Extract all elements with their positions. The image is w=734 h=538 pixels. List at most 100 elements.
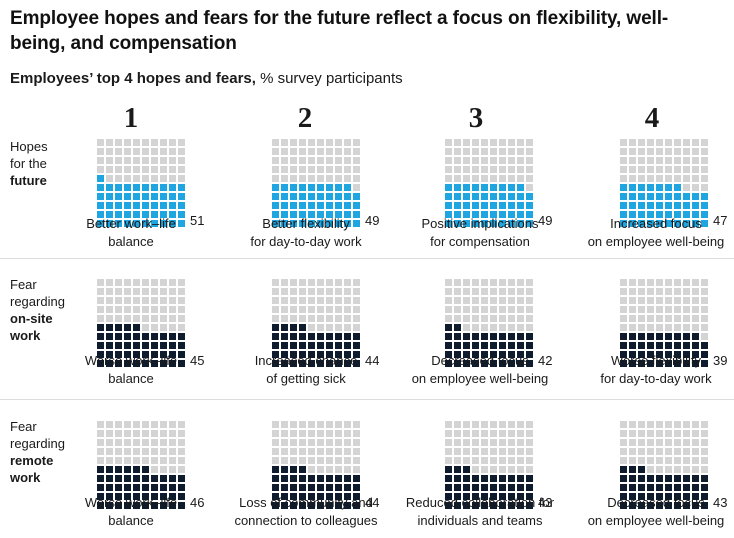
waffle-cell-empty bbox=[683, 306, 690, 313]
waffle-cell-filled bbox=[353, 342, 360, 349]
row-label-line: Fear bbox=[10, 277, 37, 292]
waffle-cell-empty bbox=[353, 279, 360, 286]
waffle-cell-filled bbox=[472, 202, 479, 209]
item-caption: Reduced collaboration for individuals and… bbox=[395, 494, 565, 530]
waffle-cell-empty bbox=[178, 157, 185, 164]
waffle-cell-empty bbox=[499, 457, 506, 464]
waffle-cell-filled bbox=[481, 333, 488, 340]
waffle-cell-empty bbox=[674, 430, 681, 437]
waffle-cell-filled bbox=[178, 202, 185, 209]
waffle-cell-filled bbox=[701, 475, 708, 482]
waffle-cell-empty bbox=[272, 315, 279, 322]
waffle-cell-empty bbox=[115, 315, 122, 322]
waffle-cell-empty bbox=[481, 466, 488, 473]
waffle-cell-filled bbox=[124, 324, 131, 331]
waffle-cell-filled bbox=[353, 475, 360, 482]
waffle-cell-filled bbox=[508, 493, 515, 500]
waffle-cell-empty bbox=[353, 157, 360, 164]
waffle-cell-empty bbox=[97, 421, 104, 428]
item-caption-line: for day-to-day work bbox=[250, 234, 362, 249]
waffle-cell-filled bbox=[629, 351, 636, 358]
waffle-cell-empty bbox=[299, 421, 306, 428]
waffle-cell-filled bbox=[169, 184, 176, 191]
waffle-cell-filled bbox=[692, 502, 699, 509]
waffle-cell-empty bbox=[665, 430, 672, 437]
waffle-cell-filled bbox=[683, 202, 690, 209]
waffle-cell-empty bbox=[344, 466, 351, 473]
waffle-cell-filled bbox=[638, 484, 645, 491]
waffle-cell-filled bbox=[281, 184, 288, 191]
waffle-cell-empty bbox=[97, 439, 104, 446]
waffle-cell-empty bbox=[472, 279, 479, 286]
waffle-cell-empty bbox=[160, 157, 167, 164]
row-label-bold: work bbox=[10, 470, 41, 485]
waffle-cell-empty bbox=[620, 279, 627, 286]
waffle-cell-empty bbox=[326, 324, 333, 331]
waffle-cell-empty bbox=[308, 279, 315, 286]
waffle-cell-empty bbox=[638, 448, 645, 455]
waffle-cell-empty bbox=[629, 448, 636, 455]
waffle-cell-filled bbox=[638, 342, 645, 349]
waffle-cell-empty bbox=[272, 166, 279, 173]
waffle-cell-empty bbox=[115, 139, 122, 146]
waffle-cell-empty bbox=[490, 457, 497, 464]
waffle-cell-empty bbox=[454, 297, 461, 304]
waffle-cell-empty bbox=[692, 166, 699, 173]
row-label-bold: remote bbox=[10, 453, 54, 468]
waffle-cell-empty bbox=[472, 324, 479, 331]
waffle-cell-filled bbox=[151, 493, 158, 500]
waffle-cell-filled bbox=[299, 202, 306, 209]
waffle-cell-filled bbox=[629, 220, 636, 227]
waffle-cell-empty bbox=[317, 279, 324, 286]
waffle-cell-filled bbox=[272, 184, 279, 191]
waffle-cell-empty bbox=[133, 457, 140, 464]
waffle-cell-filled bbox=[344, 484, 351, 491]
waffle-cell-empty bbox=[169, 421, 176, 428]
waffle-cell-empty bbox=[151, 448, 158, 455]
item-caption: Better flexibility for day-to-day work bbox=[221, 215, 391, 251]
waffle-cell-empty bbox=[160, 175, 167, 182]
waffle-cell-empty bbox=[692, 448, 699, 455]
item-caption: Loss of community and connection to colle… bbox=[221, 494, 391, 530]
waffle-cell-empty bbox=[106, 430, 113, 437]
waffle-cell-empty bbox=[517, 306, 524, 313]
waffle-cell-filled bbox=[281, 193, 288, 200]
waffle-cell-filled bbox=[299, 184, 306, 191]
waffle-cell-filled bbox=[656, 193, 663, 200]
waffle-cell-filled bbox=[674, 360, 681, 367]
waffle-svg bbox=[97, 139, 185, 227]
waffle-cell-filled bbox=[115, 324, 122, 331]
waffle-cell-filled bbox=[472, 484, 479, 491]
waffle-cell-empty bbox=[317, 288, 324, 295]
waffle-cell-filled bbox=[281, 333, 288, 340]
waffle-cell-filled bbox=[463, 502, 470, 509]
waffle-cell-empty bbox=[508, 439, 515, 446]
waffle-cell-empty bbox=[490, 139, 497, 146]
waffle-cell-empty bbox=[517, 166, 524, 173]
waffle-cell-empty bbox=[463, 315, 470, 322]
waffle-cell-filled bbox=[169, 211, 176, 218]
waffle-cell-filled bbox=[353, 193, 360, 200]
waffle-cell-empty bbox=[490, 421, 497, 428]
waffle-cell-empty bbox=[142, 315, 149, 322]
waffle-cell-filled bbox=[353, 333, 360, 340]
waffle-cell-filled bbox=[151, 220, 158, 227]
waffle-cell-empty bbox=[151, 139, 158, 146]
waffle-cell-empty bbox=[178, 288, 185, 295]
waffle-cell-filled bbox=[160, 493, 167, 500]
waffle-cell-filled bbox=[499, 211, 506, 218]
waffle-cell-empty bbox=[353, 457, 360, 464]
waffle-cell-filled bbox=[463, 220, 470, 227]
waffle-cell-empty bbox=[665, 166, 672, 173]
waffle-cell-empty bbox=[674, 297, 681, 304]
waffle-cell-filled bbox=[317, 502, 324, 509]
waffle-cell-filled bbox=[272, 475, 279, 482]
waffle-cell-empty bbox=[160, 457, 167, 464]
waffle-cell-filled bbox=[517, 475, 524, 482]
waffle-cell-empty bbox=[326, 439, 333, 446]
waffle-cell-filled bbox=[620, 484, 627, 491]
waffle-cell-empty bbox=[97, 315, 104, 322]
waffle-cell-empty bbox=[169, 148, 176, 155]
waffle-cell-empty bbox=[133, 306, 140, 313]
waffle-cell-empty bbox=[526, 288, 533, 295]
